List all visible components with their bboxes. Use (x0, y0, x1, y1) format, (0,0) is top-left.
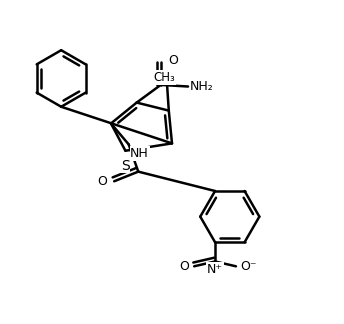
Text: O: O (180, 260, 189, 273)
Text: O: O (97, 175, 107, 188)
Text: S: S (121, 159, 130, 173)
Text: O⁻: O⁻ (241, 260, 257, 273)
Text: NH₂: NH₂ (190, 80, 213, 93)
Text: NH: NH (130, 147, 149, 160)
Text: N⁺: N⁺ (207, 263, 223, 276)
Text: O: O (168, 54, 178, 67)
Text: CH₃: CH₃ (154, 71, 175, 84)
